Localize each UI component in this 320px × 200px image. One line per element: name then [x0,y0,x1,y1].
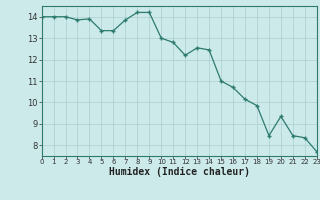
X-axis label: Humidex (Indice chaleur): Humidex (Indice chaleur) [109,167,250,177]
